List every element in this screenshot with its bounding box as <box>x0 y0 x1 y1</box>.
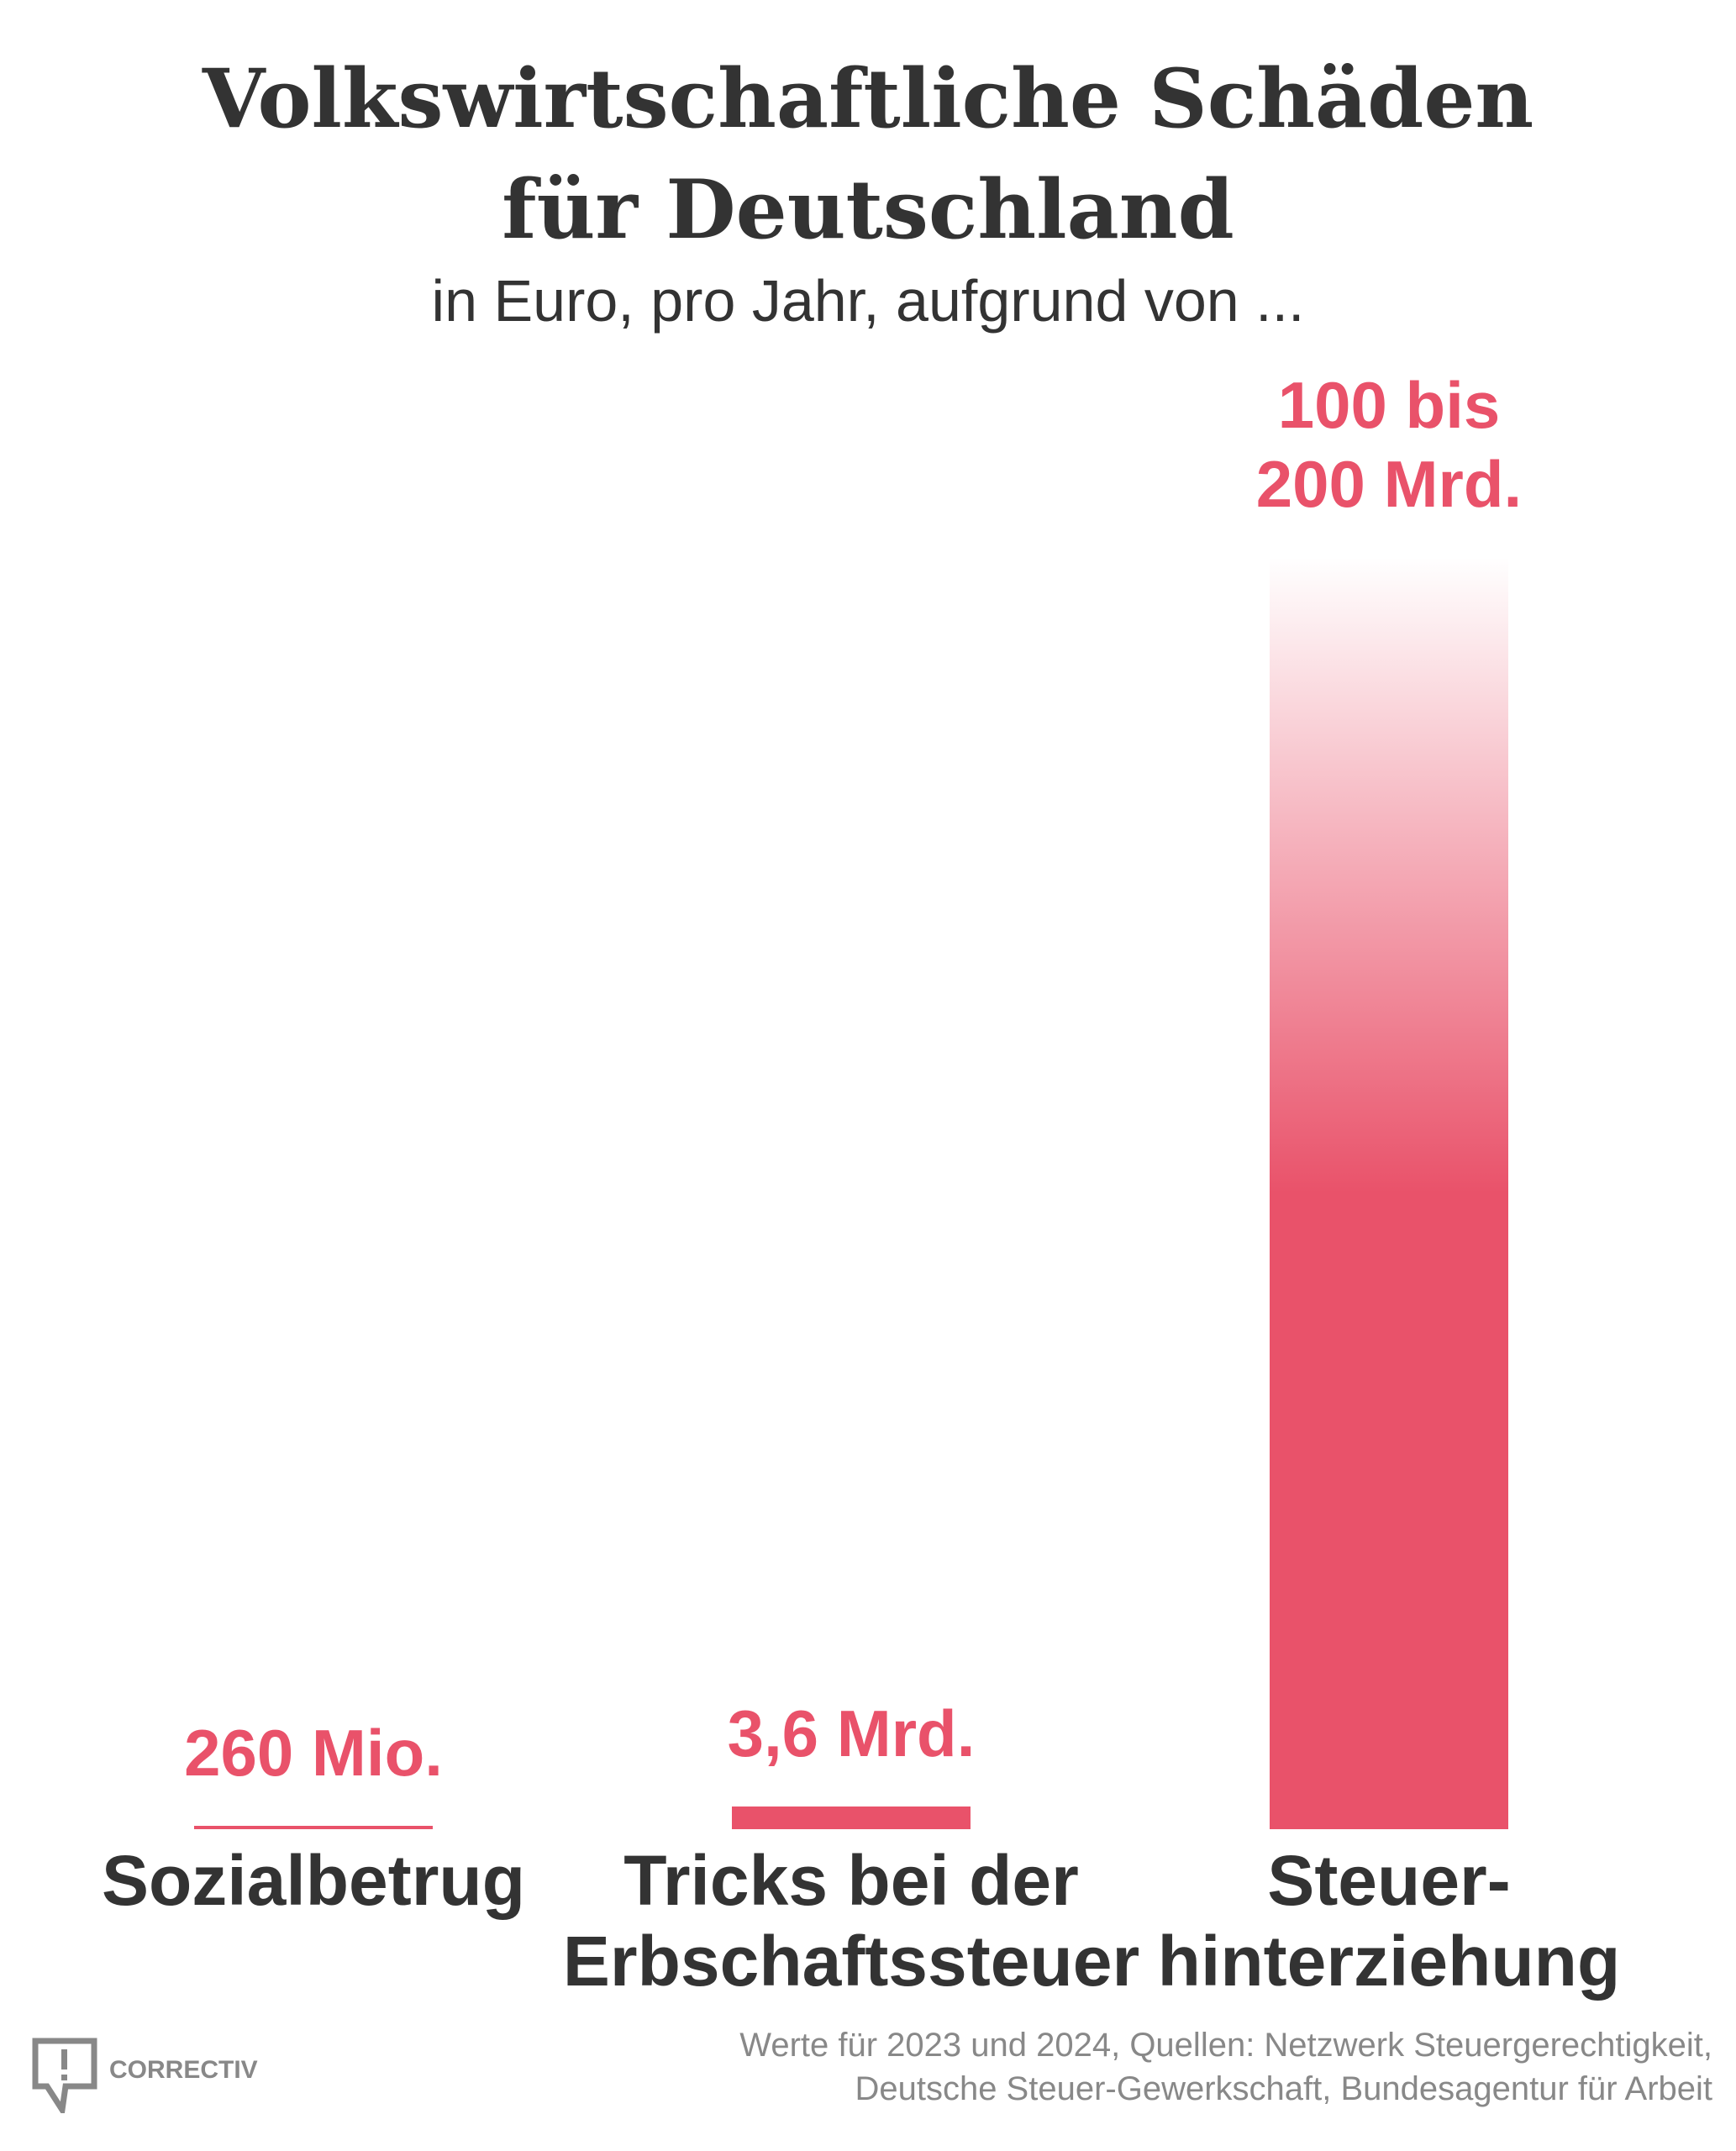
value-label-line: 100 bis <box>1277 368 1501 442</box>
source-note: Werte für 2023 und 2024, Quellen: Netzwe… <box>739 2023 1712 2111</box>
category-label-1: Sozialbetrug <box>19 1840 608 1921</box>
category-label-2: Tricks bei der Erbschaftssteuer <box>557 1840 1145 2001</box>
correctiv-logo: CORRECTIV <box>32 2038 258 2113</box>
source-line-2: Deutsche Steuer-Gewerkschaft, Bundesagen… <box>855 2070 1712 2107</box>
category-label-3: Steuer-hinterziehung <box>1095 1840 1683 2001</box>
value-label-3: 100 bis 200 Mrd. <box>1179 366 1599 523</box>
chart-title: Volkswirtschaftliche Schäden für Deutsch… <box>0 44 1736 266</box>
title-line-1: Volkswirtschaftliche Schäden <box>202 51 1534 146</box>
logo-text: CORRECTIV <box>109 2056 258 2084</box>
category-label-line: Erbschaftssteuer <box>562 1922 1140 2001</box>
value-label-line: 260 Mio. <box>184 1716 443 1790</box>
value-label-line: 200 Mrd. <box>1255 447 1523 521</box>
bar-1 <box>194 1826 433 1829</box>
chart-subtitle: in Euro, pro Jahr, aufgrund von ... <box>431 268 1305 334</box>
category-label-line: hinterziehung <box>1157 1922 1621 2001</box>
bar-range-gradient-3 <box>1270 557 1508 1193</box>
speech-bubble-exclamation-icon <box>32 2038 97 2113</box>
bar-3 <box>1270 1193 1508 1829</box>
category-label-line: Tricks bei der <box>623 1841 1079 1920</box>
source-line-1: Werte für 2023 und 2024, Quellen: Netzwe… <box>739 2027 1712 2064</box>
value-label-1: 260 Mio. <box>103 1713 523 1792</box>
value-label-2: 3,6 Mrd. <box>641 1694 1061 1773</box>
category-label-line: Steuer- <box>1267 1841 1511 1920</box>
bar-2 <box>732 1806 971 1829</box>
category-label-line: Sozialbetrug <box>101 1841 526 1920</box>
title-line-2: für Deutschland <box>502 162 1234 257</box>
value-label-line: 3,6 Mrd. <box>727 1696 976 1770</box>
